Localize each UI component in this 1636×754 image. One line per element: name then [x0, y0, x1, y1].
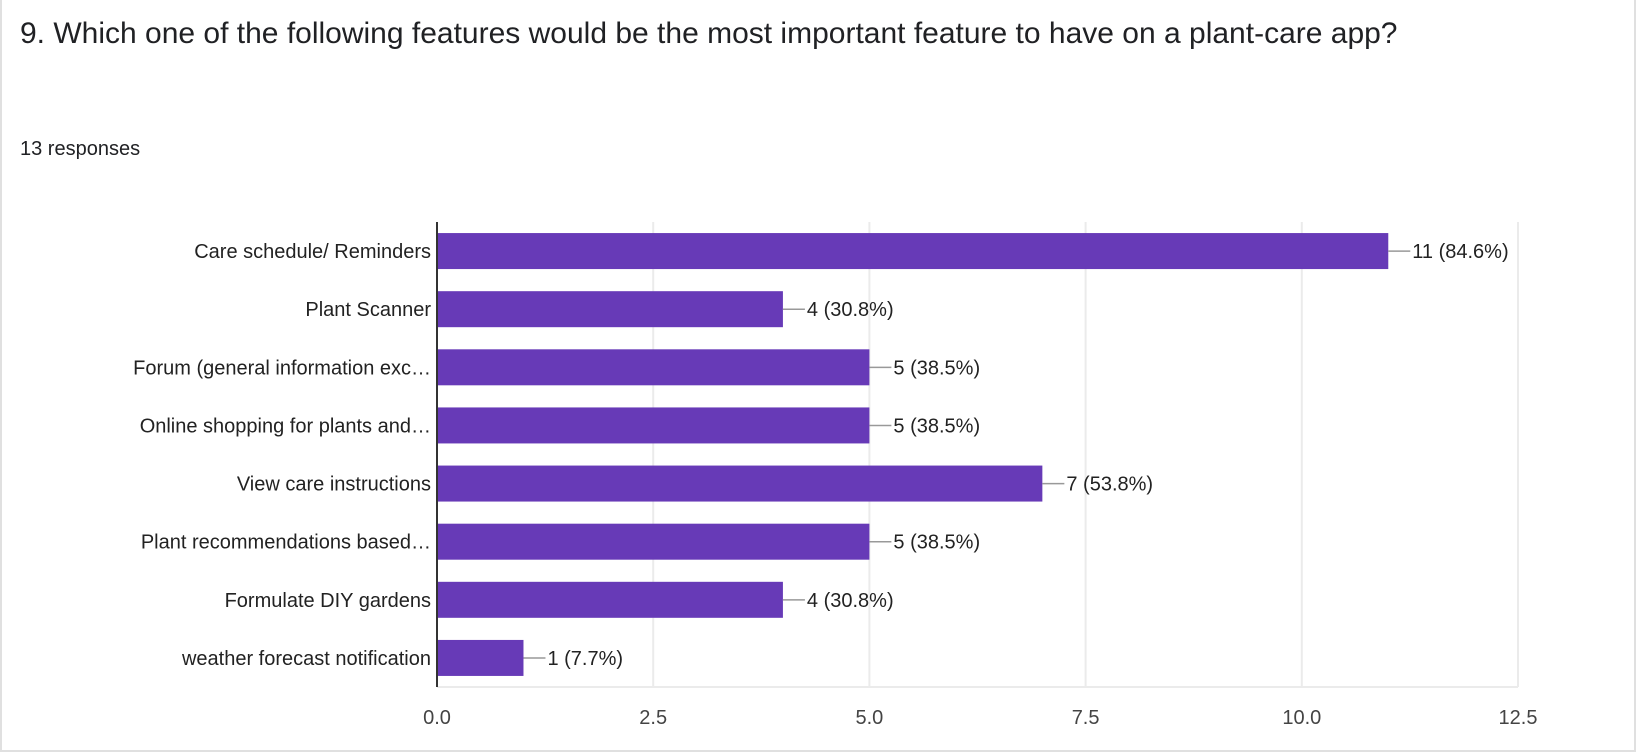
- bar: [437, 291, 783, 328]
- bar: [437, 349, 870, 386]
- data-label: 11 (84.6%): [1412, 241, 1508, 263]
- x-tick-label: 7.5: [1072, 707, 1100, 729]
- response-count: 13 responses: [20, 138, 141, 160]
- bar: [437, 523, 870, 560]
- x-tick-label: 0.0: [423, 707, 451, 729]
- category-label: Plant recommendations based…: [141, 532, 431, 554]
- category-label: weather forecast notification: [181, 648, 431, 670]
- category-label: View care instructions: [237, 474, 431, 496]
- x-tick-label: 10.0: [1282, 707, 1321, 729]
- data-label: 5 (38.5%): [893, 357, 980, 379]
- category-label: Care schedule/ Reminders: [194, 241, 431, 263]
- x-tick-label: 5.0: [855, 707, 883, 729]
- data-label: 4 (30.8%): [807, 590, 894, 612]
- x-tick-label: 2.5: [639, 707, 667, 729]
- category-label: Plant Scanner: [305, 299, 431, 321]
- data-label: 7 (53.8%): [1066, 474, 1153, 496]
- category-label: Forum (general information exc…: [133, 357, 431, 379]
- bar: [437, 407, 870, 444]
- category-label: Formulate DIY gardens: [225, 590, 431, 612]
- bar: [437, 581, 783, 618]
- bar: [437, 465, 1043, 502]
- data-label: 4 (30.8%): [807, 299, 894, 321]
- data-label: 5 (38.5%): [893, 532, 980, 554]
- data-label: 1 (7.7%): [547, 648, 623, 670]
- x-tick-label: 12.5: [1499, 707, 1538, 729]
- bar: [437, 233, 1389, 270]
- data-label: 5 (38.5%): [893, 415, 980, 437]
- question-title: 9. Which one of the following features w…: [20, 17, 1398, 50]
- category-label: Online shopping for plants and…: [140, 415, 431, 437]
- bar: [437, 639, 524, 676]
